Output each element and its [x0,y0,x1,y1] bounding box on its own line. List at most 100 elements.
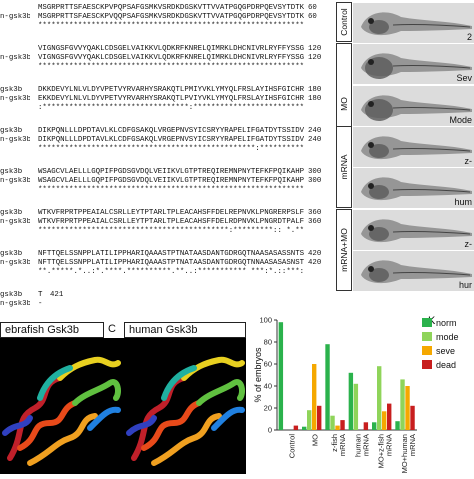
seq-name: n-gsk3b [0,54,30,62]
category-label: MO+human [400,434,409,473]
seq-residues: WSAGCVLAELLLGQPIFPGDSGVDQLVEIIKVLGTPTREQ… [38,177,305,185]
embryo-image-label: hur [458,279,472,290]
seq-residues: T [38,291,43,299]
ribbon-segment [141,400,202,451]
ribbon-segment [37,365,73,401]
seq-residues: NFTTQELSSNPPLATILIPPHARIQAAASTPTNATAASDA… [38,250,305,258]
ribbon-segment [87,406,121,431]
conservation-line: **.*****.*..:*.****.**********.**..:****… [38,268,305,276]
seq-end: 60 [308,4,317,12]
seq-residues: MSGRPRTTSFAESCKPVQQPSAFGSMKVSRDKDGSKVTTV… [38,13,305,21]
category-label: human [353,434,362,457]
structure-title-zebrafish: ebrafish Gsk3b [0,322,104,338]
seq-end: 120 [308,54,322,62]
seq-end: 420 [308,259,322,267]
embryo-image-label: z- [464,155,473,166]
panel-letter-c: C [108,323,116,335]
embryo-image: 2 [353,2,474,43]
embryo-image: z- [353,208,474,250]
seq-residues: DKKDEVYLNLVLDYVPETVYRVARHYSRAKQTLPMIYVKL… [38,86,305,94]
embryo-image: Sev [353,43,474,85]
group-label-mrna: mRNA [336,126,352,208]
embryo-image: hum [353,167,474,209]
group-label-mrna-mo: mRNA+MO [336,209,352,291]
seq-residues: WSAGCVLAELLLGQPIFPGDSGVDQLVEIIKVLGTPTREQ… [38,168,305,176]
bar-mode [330,415,335,430]
seq-residues: NFTTQELSSNPPLATILIPPHARIQAAASTPTNATAASDA… [38,259,305,267]
structure-title-human: human Gsk3b [124,322,246,338]
legend-label-norm: norm [436,318,457,328]
seq-name: n-gsk3b [0,13,30,21]
ribbon-segment [72,379,121,406]
bar-norm [348,372,354,430]
category-label: mRNA [361,434,370,456]
category-label: Control [287,434,296,459]
bar-seve [312,364,317,430]
bar-mode [377,366,382,430]
seq-residues: - [38,300,43,308]
seq-end: 300 [308,177,322,185]
structure-render [0,338,246,474]
category-label: MO+z-fish [377,434,386,468]
category-label: mRNA [385,434,394,456]
legend-swatch-norm [422,318,432,327]
category-label: MO [311,434,320,446]
seq-end: 300 [308,168,322,176]
bar-seve [405,386,410,430]
seq-end: 240 [308,127,322,135]
seq-name: gsk3b [0,127,23,135]
conservation-line: ****************************************… [38,186,305,194]
conservation-line: ****************************************… [38,22,305,30]
seq-end: 420 [308,250,322,258]
category-label: z-fish [330,434,339,452]
ribbon-segment [126,415,157,436]
conservation-line: ****************************************… [38,227,305,235]
seq-end: 360 [308,209,322,217]
legend-swatch-mode [422,332,432,341]
seq-name: n-gsk3b [0,218,30,226]
seq-name: n-gsk3b [0,259,30,267]
legend-label-mode: mode [436,332,459,342]
bar-mode [307,410,312,430]
embryo-image: hur [353,249,474,291]
conservation-line: ****************************************… [38,145,305,153]
seq-name: gsk3b [0,168,23,176]
ribbon-segment [161,365,197,401]
embryo-image: Mode [353,84,474,126]
bar-dead [387,403,392,430]
bar-dead [340,420,345,430]
bar-norm [278,322,284,430]
bar-norm [372,422,377,430]
bar-seve [335,425,340,430]
bar-seve [382,411,387,430]
embryo-image-panel: Control MO mRNA mRNA+MO 2 Sev Mode z-hum z-h… [336,2,474,292]
seq-end: 240 [308,136,322,144]
bar-mode [353,383,359,430]
bar-mode [400,379,405,430]
category-label: mRNA [408,434,417,456]
seq-name: n-gsk3b [0,136,30,144]
conservation-line: ****************************************… [38,63,305,71]
zebrafish-ribbon-model [2,356,121,466]
embryo-image-label: Mode [449,114,472,125]
seq-name: n-gsk3b [0,177,30,185]
legend-label-dead: dead [436,360,456,370]
ribbon-segment [27,413,98,466]
protein-structure-panel: ebrafish Gsk3b human Gsk3b C [0,322,246,474]
y-tick-label: 0 [268,426,272,435]
y-tick-label: 80 [264,338,272,347]
human-ribbon-model [126,356,245,466]
seq-residues: MSGRPRTTSFAESCKPVPQPSAFGSMKVSRDKDGSKVTTV… [38,4,305,12]
embryo-phenotype-chart: K020406080100% of embryosControlMOz-fish… [252,312,474,474]
legend-swatch-seve [422,346,432,355]
category-label: mRNA [338,434,347,456]
seq-name: gsk3b [0,86,23,94]
y-tick-label: 100 [259,316,272,325]
ribbon-segment [211,406,245,431]
embryo-image-label: z- [464,238,473,249]
seq-residues: EKKDEVYLNLVLDYVPETVYRVARHYSRAKQTLPVIYVKL… [38,95,305,103]
seq-name: gsk3b [0,250,23,258]
seq-end: 421 [50,291,64,299]
seq-end: 180 [308,95,322,103]
bar-norm [325,344,330,430]
